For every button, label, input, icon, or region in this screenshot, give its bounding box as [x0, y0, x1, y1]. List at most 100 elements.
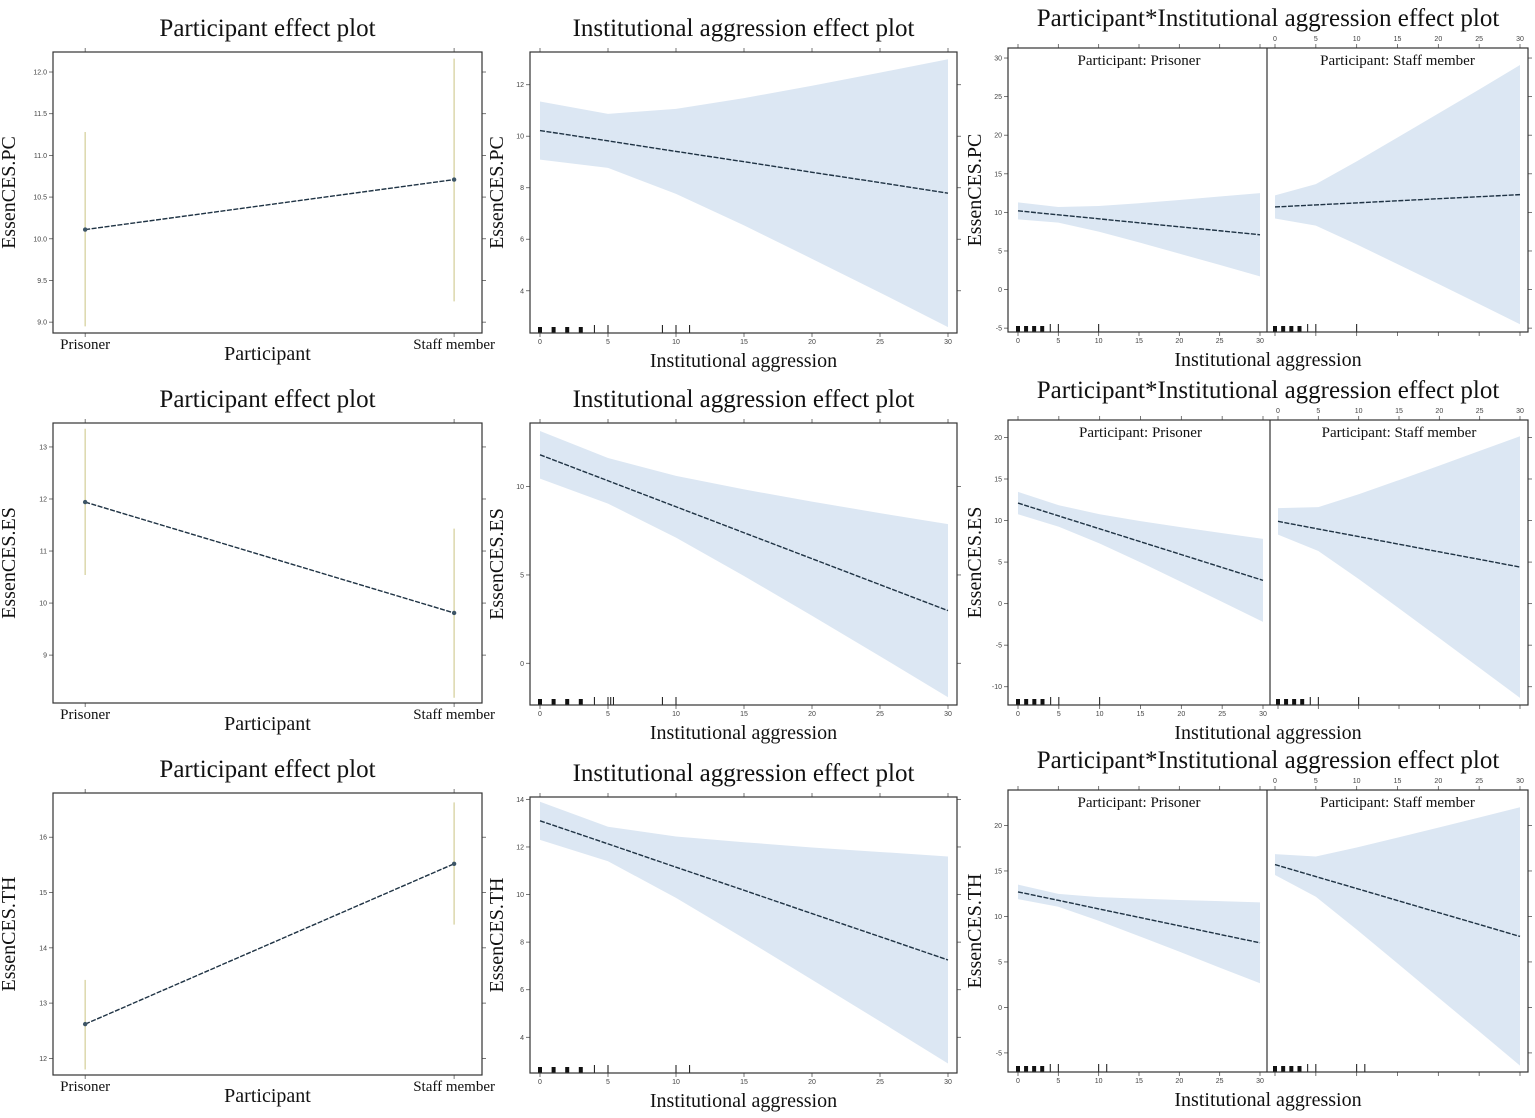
chart-title: Institutional aggression effect plot [573, 760, 915, 787]
x-tick-label: 15 [1135, 1078, 1143, 1085]
chart-panel-7: Institutional aggression effect plot Inst… [486, 760, 961, 1112]
y-tick-label: 11 [40, 549, 47, 556]
x-tick-label-top: 10 [1353, 778, 1361, 785]
y-tick-label: 5 [520, 572, 524, 579]
y-tick-label: 5 [998, 560, 1002, 567]
x-axis-label: Participant [224, 713, 311, 735]
y-tick-label: 10 [994, 518, 1002, 525]
y-tick-label: 9.0 [37, 320, 47, 327]
x-axis-label: Institutional aggression [650, 350, 837, 372]
x-tick-label: 5 [1056, 338, 1060, 345]
x-tick-label: 15 [1137, 711, 1145, 718]
chart-title: Participant*Institutional aggression eff… [1037, 747, 1500, 774]
y-tick-label: -10 [992, 684, 1002, 691]
y-tick-label: 30 [994, 56, 1002, 63]
effect-line [84, 863, 455, 1025]
x-tick-label: 25 [876, 1079, 884, 1086]
x-tick-label-top: 30 [1516, 36, 1524, 43]
fit-line [1017, 502, 1264, 582]
fit-line [1017, 891, 1261, 944]
y-tick-label: 8 [520, 940, 524, 947]
plot-frame [1007, 47, 1529, 333]
chart-title: Participant effect plot [159, 15, 375, 42]
effect-line [84, 501, 455, 614]
y-axis-label: EssenCES.TH [964, 874, 986, 989]
x-tick-label-top: 25 [1475, 778, 1483, 785]
strip-label: Participant: Prisoner [1079, 425, 1202, 441]
effect-point [451, 610, 457, 616]
chart-panel-1: Institutional aggression effect plot Inst… [486, 15, 961, 372]
y-tick-label: 12 [516, 844, 524, 851]
x-tick-label-top: 30 [1516, 408, 1524, 415]
y-tick-label: 9.5 [37, 278, 47, 285]
x-tick-label-top: 25 [1475, 36, 1483, 43]
y-tick-label: 12 [39, 1056, 47, 1063]
y-axis-label: EssenCES.TH [0, 877, 20, 992]
y-tick-label: 15 [994, 476, 1002, 483]
x-axis-label: Institutional aggression [1174, 349, 1361, 371]
effect-point [451, 861, 457, 866]
y-axis-label: EssenCES.ES [0, 507, 20, 619]
x-tick-label-top: 15 [1394, 778, 1402, 785]
chart-title: Participant effect plot [159, 756, 375, 783]
y-tick-label: 6 [520, 237, 524, 244]
x-tick-label: 10 [672, 1079, 680, 1086]
x-tick-label: 30 [944, 339, 952, 346]
x-tick-label: 0 [1016, 338, 1020, 345]
x-tick-label: 25 [876, 711, 884, 718]
y-tick-label: 0 [998, 1005, 1002, 1012]
y-tick-label: 0 [520, 661, 524, 668]
x-tick-label: 15 [740, 339, 748, 346]
x-tick-label: 10 [1095, 338, 1103, 345]
x-tick-label: 20 [808, 1079, 816, 1086]
y-tick-label: 9 [43, 653, 47, 660]
chart-title: Institutional aggression effect plot [573, 15, 915, 42]
x-tick-label: 25 [1218, 711, 1226, 718]
confidence-band [540, 430, 948, 698]
chart-panel-8: Participant*Institutional aggression eff… [964, 747, 1532, 1111]
y-tick-label: 10.0 [33, 236, 47, 243]
x-tick-label-top: 5 [1314, 36, 1318, 43]
x-tick-label: 20 [808, 711, 816, 718]
x-tick-label: 0 [538, 711, 542, 718]
chart-panel-0: Participant effect plot Participant EssenC… [0, 15, 495, 365]
x-tick-label: 10 [672, 339, 680, 346]
y-tick-label: -5 [996, 326, 1002, 333]
chart-title: Participant*Institutional aggression eff… [1037, 377, 1500, 404]
y-tick-label: 10 [516, 484, 524, 491]
x-axis-label: Participant [224, 1085, 311, 1107]
y-tick-label: 4 [520, 288, 524, 295]
x-tick-label: 0 [538, 1079, 542, 1086]
y-axis-label: EssenCES.PC [486, 136, 508, 249]
y-axis-label: EssenCES.PC [0, 136, 20, 249]
y-tick-label: 4 [520, 1035, 524, 1042]
strip-label: Participant: Prisoner [1078, 795, 1201, 811]
chart-panel-3: Participant effect plot Participant EssenC… [0, 386, 495, 735]
x-tick-label: 20 [1175, 1078, 1183, 1085]
y-tick-label: 10 [994, 914, 1002, 921]
x-tick-label: 20 [1175, 338, 1183, 345]
x-tick-label-top: 0 [1273, 778, 1277, 785]
y-tick-label: 10 [39, 601, 47, 608]
plot-frame [52, 422, 483, 704]
x-tick-label-top: 20 [1435, 408, 1443, 415]
x-tick-label-top: 20 [1434, 36, 1442, 43]
x-tick-label: 0 [538, 339, 542, 346]
x-tick-label: 15 [740, 711, 748, 718]
category-label: Prisoner [60, 337, 110, 353]
y-tick-label: 5 [998, 959, 1002, 966]
y-tick-label: 15 [994, 868, 1002, 875]
fit-line [539, 129, 949, 194]
y-axis-label: EssenCES.TH [486, 878, 508, 993]
y-tick-label: 15 [39, 890, 47, 897]
y-tick-label: 13 [39, 444, 47, 451]
x-tick-label: 5 [606, 1079, 610, 1086]
y-tick-label: 8 [520, 185, 524, 192]
strip-label: Participant: Staff member [1320, 53, 1475, 69]
y-tick-label: 10 [516, 892, 524, 899]
x-tick-label-top: 10 [1355, 408, 1363, 415]
x-tick-label: 25 [876, 339, 884, 346]
y-axis-label: EssenCES.ES [964, 507, 986, 619]
plot-frame [52, 51, 483, 334]
y-tick-label: 10 [994, 210, 1002, 217]
